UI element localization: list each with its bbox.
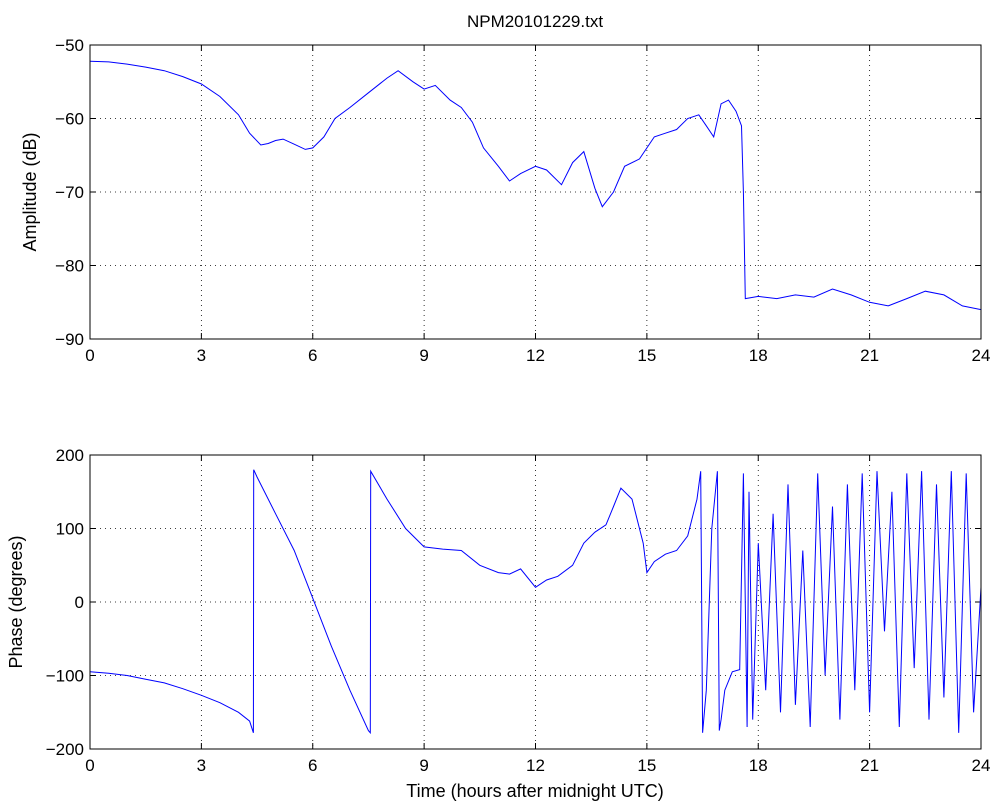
amplitude-x-tick-label: 21 [860, 346, 879, 365]
amplitude-x-tick-label: 3 [197, 346, 206, 365]
phase-tick-labels: 0 3 6 9 12 15 18 21 24 −200 −100 0 100 200 [46, 446, 991, 775]
phase-x-tick-label: 18 [749, 756, 768, 775]
phase-y-axis-label: Phase (degrees) [6, 535, 26, 668]
phase-x-tick-label: 6 [308, 756, 317, 775]
phase-x-tick-label: 15 [637, 756, 656, 775]
phase-y-tick-label: −100 [46, 667, 84, 686]
phase-series [89, 469, 982, 735]
amplitude-tick-labels: 0 3 6 9 12 15 18 21 24 −90 −80 −70 −60 −50 [55, 36, 990, 365]
amplitude-y-tick-label: −70 [55, 183, 84, 202]
amplitude-x-tick-label: 9 [419, 346, 428, 365]
amplitude-x-tick-label: 24 [972, 346, 991, 365]
phase-y-tick-label: 200 [56, 446, 84, 465]
phase-panel: 0 3 6 9 12 15 18 21 24 −200 −100 0 100 200 Phase (deg… [6, 446, 990, 801]
amplitude-x-tick-label: 12 [526, 346, 545, 365]
amplitude-y-axis-label: Amplitude (dB) [20, 132, 40, 251]
phase-y-tick-label: 100 [56, 520, 84, 539]
phase-y-tick-label: −200 [46, 740, 84, 759]
amplitude-y-tick-label: −90 [55, 330, 84, 349]
amplitude-y-tick-label: −80 [55, 257, 84, 276]
amplitude-series-line [89, 60, 982, 311]
phase-series-line [89, 469, 982, 735]
amplitude-x-tick-label: 15 [637, 346, 656, 365]
amplitude-y-tick-label: −50 [55, 36, 84, 55]
amplitude-grid [90, 45, 981, 339]
amplitude-series [89, 60, 982, 311]
phase-x-tick-label: 9 [419, 756, 428, 775]
chart-title: NPM20101229.txt [467, 12, 603, 31]
phase-x-tick-label: 24 [972, 756, 991, 775]
amplitude-panel: 0 3 6 9 12 15 18 21 24 −90 −80 −70 −60 −50 Amplitude … [20, 36, 990, 365]
phase-x-tick-label: 12 [526, 756, 545, 775]
amplitude-x-tick-label: 18 [749, 346, 768, 365]
phase-x-tick-label: 21 [860, 756, 879, 775]
phase-x-tick-label: 0 [85, 756, 94, 775]
phase-x-tick-label: 3 [197, 756, 206, 775]
phase-axes-frame [89, 454, 982, 750]
amplitude-y-tick-label: −60 [55, 110, 84, 129]
phase-y-tick-label: 0 [75, 593, 84, 612]
amplitude-x-tick-label: 0 [85, 346, 94, 365]
amplitude-axes-frame [89, 44, 982, 340]
amplitude-x-tick-label: 6 [308, 346, 317, 365]
x-axis-label: Time (hours after midnight UTC) [406, 781, 663, 801]
